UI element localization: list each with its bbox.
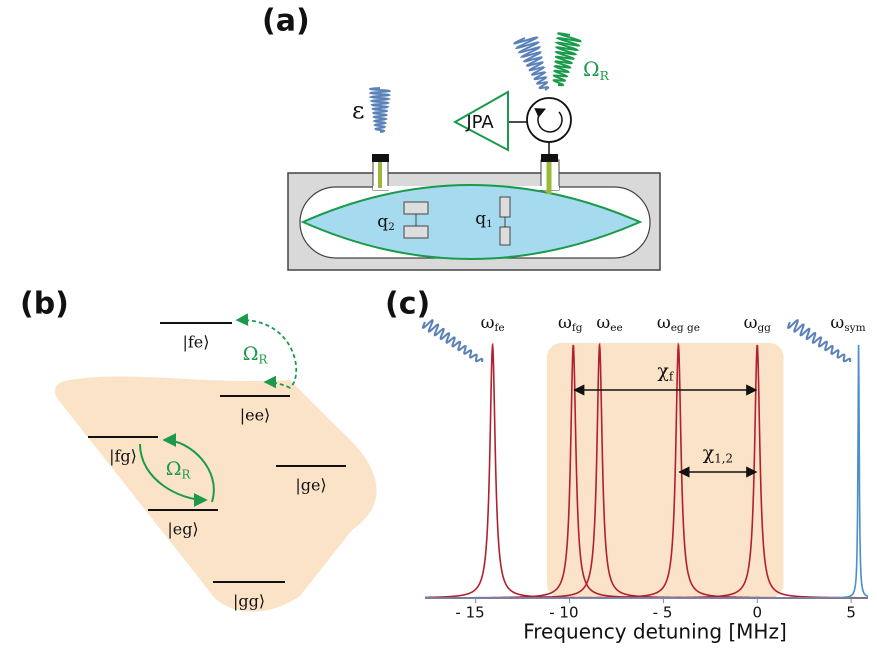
pin (372, 154, 389, 162)
subscript: eg ge (671, 322, 700, 334)
level-label: |fe⟩ (182, 333, 209, 352)
level-label: |fg⟩ (109, 447, 137, 466)
level-label: |eg⟩ (167, 520, 198, 539)
symbol: ω (558, 313, 572, 333)
symbol: χ (703, 442, 715, 464)
x-tick-label: 5 (846, 604, 856, 622)
drive-wave (370, 88, 389, 132)
subscript: R (181, 468, 191, 482)
level-label: |gg⟩ (233, 592, 265, 611)
qubit-pad (404, 226, 428, 238)
qubit-pad (404, 202, 428, 214)
drive-wave (423, 320, 482, 362)
symbol-label: ωgg (744, 313, 772, 335)
symbol: ω (830, 313, 844, 333)
subscript: R (600, 68, 610, 83)
subspace-region (55, 376, 377, 611)
symbol: q (377, 212, 388, 232)
panel-a: (a) (262, 4, 660, 271)
level-label: |ge⟩ (295, 476, 326, 495)
subscript: fe (494, 322, 504, 334)
symbol: ω (744, 313, 758, 333)
symbol-label: ωsym (830, 313, 865, 335)
symbol-label: ΩR (243, 343, 269, 367)
symbol: q (475, 209, 486, 229)
symbol-label: ωee (596, 313, 622, 335)
symbol-label: ωfg (558, 313, 583, 335)
symbol: Ω (583, 57, 600, 81)
qubit-pad (500, 197, 510, 217)
panel-label: (a) (262, 4, 310, 39)
circulator (527, 98, 571, 142)
qubit-pad (500, 227, 510, 245)
subscript: sym (844, 322, 865, 334)
pin (541, 154, 558, 162)
subscript: 1,2 (714, 452, 733, 466)
output-wave (515, 37, 549, 90)
panel-label: (b) (20, 287, 69, 322)
drive-label: ε (352, 97, 364, 125)
symbol-label: ωfe (481, 313, 505, 335)
drive-wave (554, 33, 581, 85)
symbol: χ (657, 360, 669, 382)
subscript: 2 (388, 221, 395, 233)
symbol-label: ΩR (583, 57, 610, 83)
symbol: ω (657, 313, 671, 333)
subscript: R (258, 353, 268, 367)
symbol: Ω (166, 458, 182, 480)
level-label: |ee⟩ (240, 406, 271, 425)
subscript: ee (610, 322, 622, 334)
symbol: Ω (243, 343, 259, 365)
subscript: gg (757, 322, 771, 334)
x-axis-label: Frequency detuning [MHz] (523, 620, 787, 644)
subscript: 1 (486, 218, 493, 230)
panel-label: (c) (385, 287, 430, 322)
x-tick-label: - 15 (455, 604, 484, 622)
symbol: ω (596, 313, 610, 333)
symbol-label: ωeg ge (657, 313, 700, 335)
symbol: ω (481, 313, 495, 333)
figure: (a) (b) (c)- 15- 10- 505 (0, 0, 877, 648)
amplifier-label: JPA (465, 112, 494, 133)
subscript: fg (572, 322, 583, 334)
